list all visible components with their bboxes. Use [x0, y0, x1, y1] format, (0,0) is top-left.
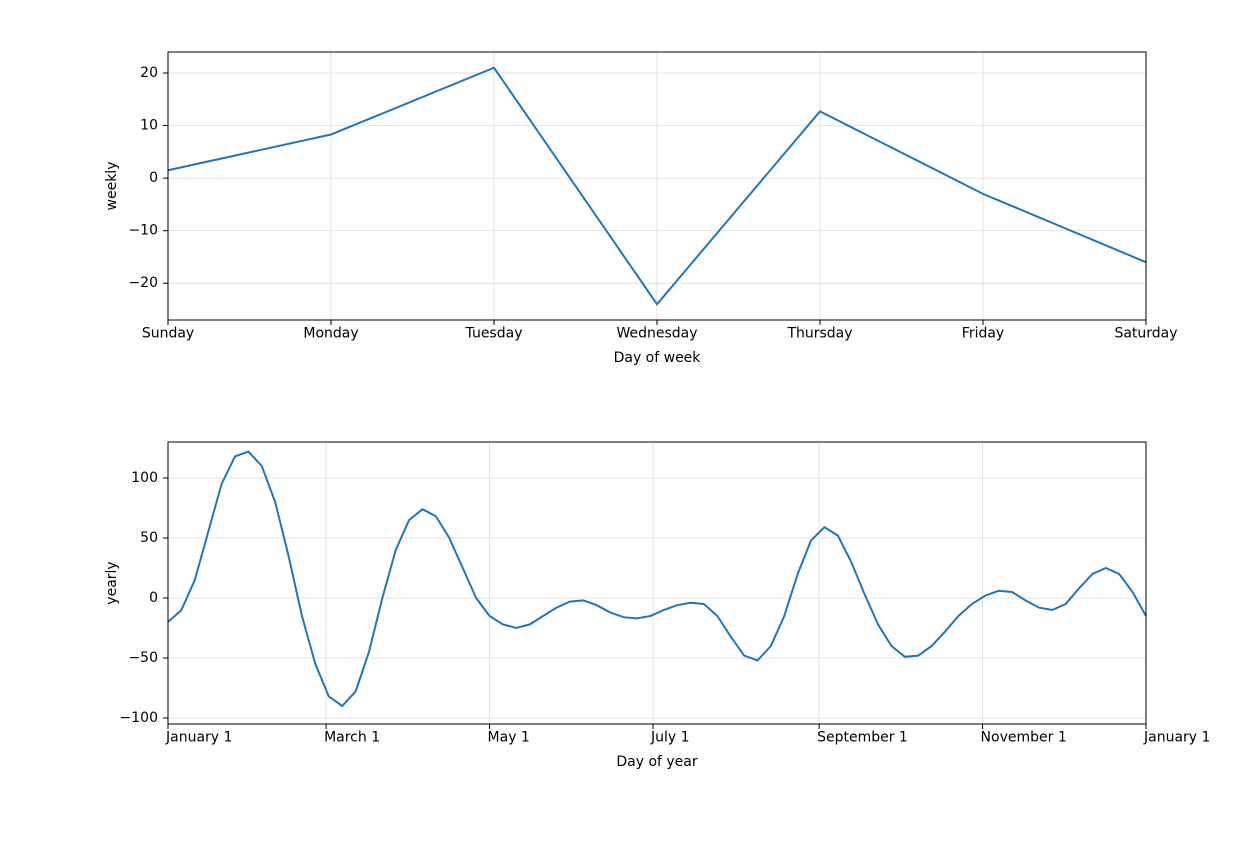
- ytick-label: 10: [140, 118, 158, 134]
- figure: Sunday Monday Tuesday Wednesday Thursday Frid…: [0, 0, 1248, 859]
- yearly-ylabel: yearly: [104, 561, 120, 604]
- xtick-label: Monday: [303, 326, 358, 342]
- xtick-label: Wednesday: [616, 326, 697, 342]
- ytick-label: 50: [140, 530, 158, 546]
- weekly-chart-svg: SundayMondayTuesdayWednesdayThursdayFrid…: [168, 52, 1146, 320]
- weekly-chart-panel: SundayMondayTuesdayWednesdayThursdayFrid…: [168, 52, 1146, 320]
- yearly-line: [168, 452, 1146, 706]
- xtick-label: November 1: [981, 730, 1067, 746]
- xtick-label: July 1: [650, 730, 690, 746]
- ytick-label: −10: [128, 223, 158, 239]
- ytick-label: 20: [140, 65, 158, 81]
- xtick-label: Tuesday: [465, 326, 523, 342]
- axes-spine: [168, 442, 1146, 724]
- ytick-label: −20: [128, 275, 158, 291]
- xtick-label: Friday: [962, 326, 1004, 342]
- ytick-label: 100: [131, 470, 158, 486]
- weekly-xlabel: Day of week: [614, 350, 702, 366]
- yearly-chart-panel: January 1March 1May 1July 1September 1No…: [168, 442, 1146, 724]
- yearly-xlabel: Day of year: [616, 754, 698, 770]
- ytick-label: −100: [120, 710, 158, 726]
- yearly-chart-svg: January 1March 1May 1July 1September 1No…: [168, 442, 1146, 724]
- xtick-label: March 1: [324, 730, 380, 746]
- xtick-label: September 1: [817, 730, 908, 746]
- weekly-ylabel: weekly: [104, 162, 120, 211]
- xtick-label: January 1: [1143, 730, 1210, 746]
- ytick-label: −50: [128, 650, 158, 666]
- xtick-label: Sunday: [142, 326, 194, 342]
- ytick-label: 0: [149, 170, 158, 186]
- ytick-label: 0: [149, 590, 158, 606]
- xtick-label: Saturday: [1114, 326, 1177, 342]
- xtick-label: May 1: [488, 730, 530, 746]
- xtick-label: Thursday: [786, 326, 852, 342]
- xtick-label: January 1: [165, 730, 232, 746]
